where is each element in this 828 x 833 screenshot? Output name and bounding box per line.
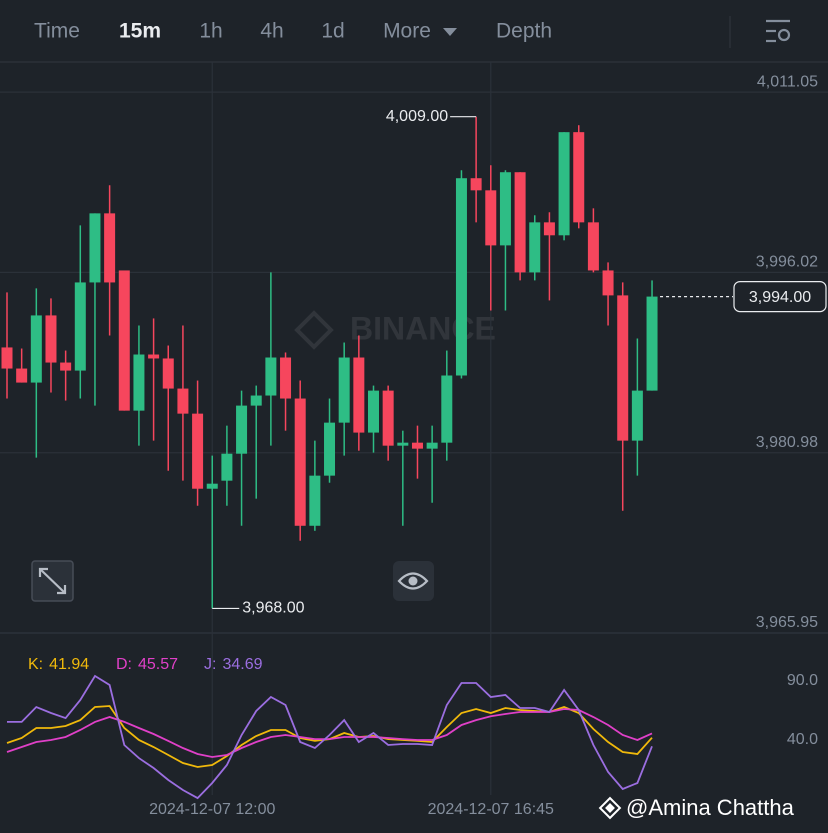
tab[interactable]: 15m (119, 20, 161, 43)
y-tick-label: 40.0 (787, 731, 818, 748)
candle-body (411, 442, 423, 449)
x-tick-label: 2024-12-07 16:45 (428, 801, 554, 818)
legend-value: 34.69 (222, 656, 262, 673)
candle-body (60, 362, 72, 371)
legend-value: 45.57 (138, 656, 178, 673)
candle-body (426, 442, 438, 449)
candle-body (324, 422, 336, 476)
candle-body (250, 395, 262, 406)
plot: 2024-12-07 12:00 2024-12-07 16:45 4,011.05… (0, 62, 828, 818)
candle-body (16, 368, 28, 383)
tab[interactable]: Time (34, 20, 80, 43)
candle-body (192, 413, 204, 489)
timeframe-tabs: Time 15m 1h 4h 1d More Depth (34, 20, 552, 43)
candle-body (397, 442, 409, 446)
candle-body (206, 483, 218, 489)
candle-body (587, 222, 599, 271)
candle-body (485, 190, 497, 246)
candle-body (573, 132, 585, 223)
candle-body (118, 270, 130, 411)
y-tick-label: 3,980.98 (756, 434, 818, 451)
candle-body (177, 388, 189, 414)
high-label: 4,009.00 (386, 108, 448, 125)
candle-body (455, 178, 467, 376)
legend-name: J: (204, 656, 216, 673)
candle-body (646, 296, 658, 391)
y-tick-label: 90.0 (787, 672, 818, 689)
y-tick-label: 4,011.05 (757, 73, 818, 90)
tab[interactable]: 1d (321, 20, 344, 43)
candle-body (89, 213, 101, 283)
watermark-text: BINANCE (350, 310, 496, 346)
candle-body (602, 270, 614, 296)
candle-body (558, 132, 570, 236)
candle-body (309, 475, 321, 526)
visibility-button[interactable] (393, 561, 434, 601)
expand-button[interactable] (31, 560, 74, 602)
credit-text: @Amina Chattha (626, 795, 795, 820)
last-price-box (733, 280, 827, 313)
credit-badge: @Amina Chattha (598, 795, 795, 820)
candle-body (382, 390, 394, 446)
candle-body (265, 357, 277, 396)
last-price-label: 3,994.00 (749, 289, 811, 306)
indicator-line (6, 708, 653, 758)
candle-body (631, 390, 643, 441)
candle-body (74, 282, 86, 371)
settings-icon[interactable] (766, 19, 791, 43)
tab[interactable]: 4h (260, 20, 283, 43)
indicator-line (7, 674, 653, 800)
low-label: 3,968.00 (242, 600, 304, 617)
tab[interactable]: Depth (496, 20, 552, 43)
candle-body (470, 178, 482, 191)
candle-body (221, 453, 233, 481)
candle-body (133, 354, 145, 411)
y-tick-label: 3,965.95 (756, 614, 818, 631)
legend-name: K: (28, 656, 43, 673)
candle-body (441, 375, 453, 443)
candle-body (1, 347, 13, 369)
candle-body (236, 405, 248, 454)
y-tick-label: 3,996.02 (756, 254, 818, 271)
candle-body (338, 357, 350, 423)
x-tick-label: 2024-12-07 12:00 (149, 801, 275, 818)
candle-body (529, 222, 541, 273)
candle-body (45, 315, 57, 363)
candle-body (104, 213, 116, 283)
candle-body (514, 172, 526, 273)
candle-body (294, 398, 306, 526)
watermark: BINANCE (294, 310, 496, 350)
dropdown-caret (443, 28, 457, 36)
candle-body (617, 295, 629, 441)
tab[interactable]: 1h (199, 20, 222, 43)
legend-name: D: (116, 656, 132, 673)
candle-body (162, 358, 174, 389)
tab[interactable]: More (383, 20, 431, 43)
legend-value: 41.94 (49, 656, 89, 673)
candle-body (499, 172, 511, 246)
candle-body (30, 315, 42, 383)
candle-body (353, 357, 365, 433)
candle-body (280, 357, 292, 399)
candle-body (543, 222, 555, 236)
candle-body (148, 354, 160, 359)
candle-body (368, 390, 379, 433)
